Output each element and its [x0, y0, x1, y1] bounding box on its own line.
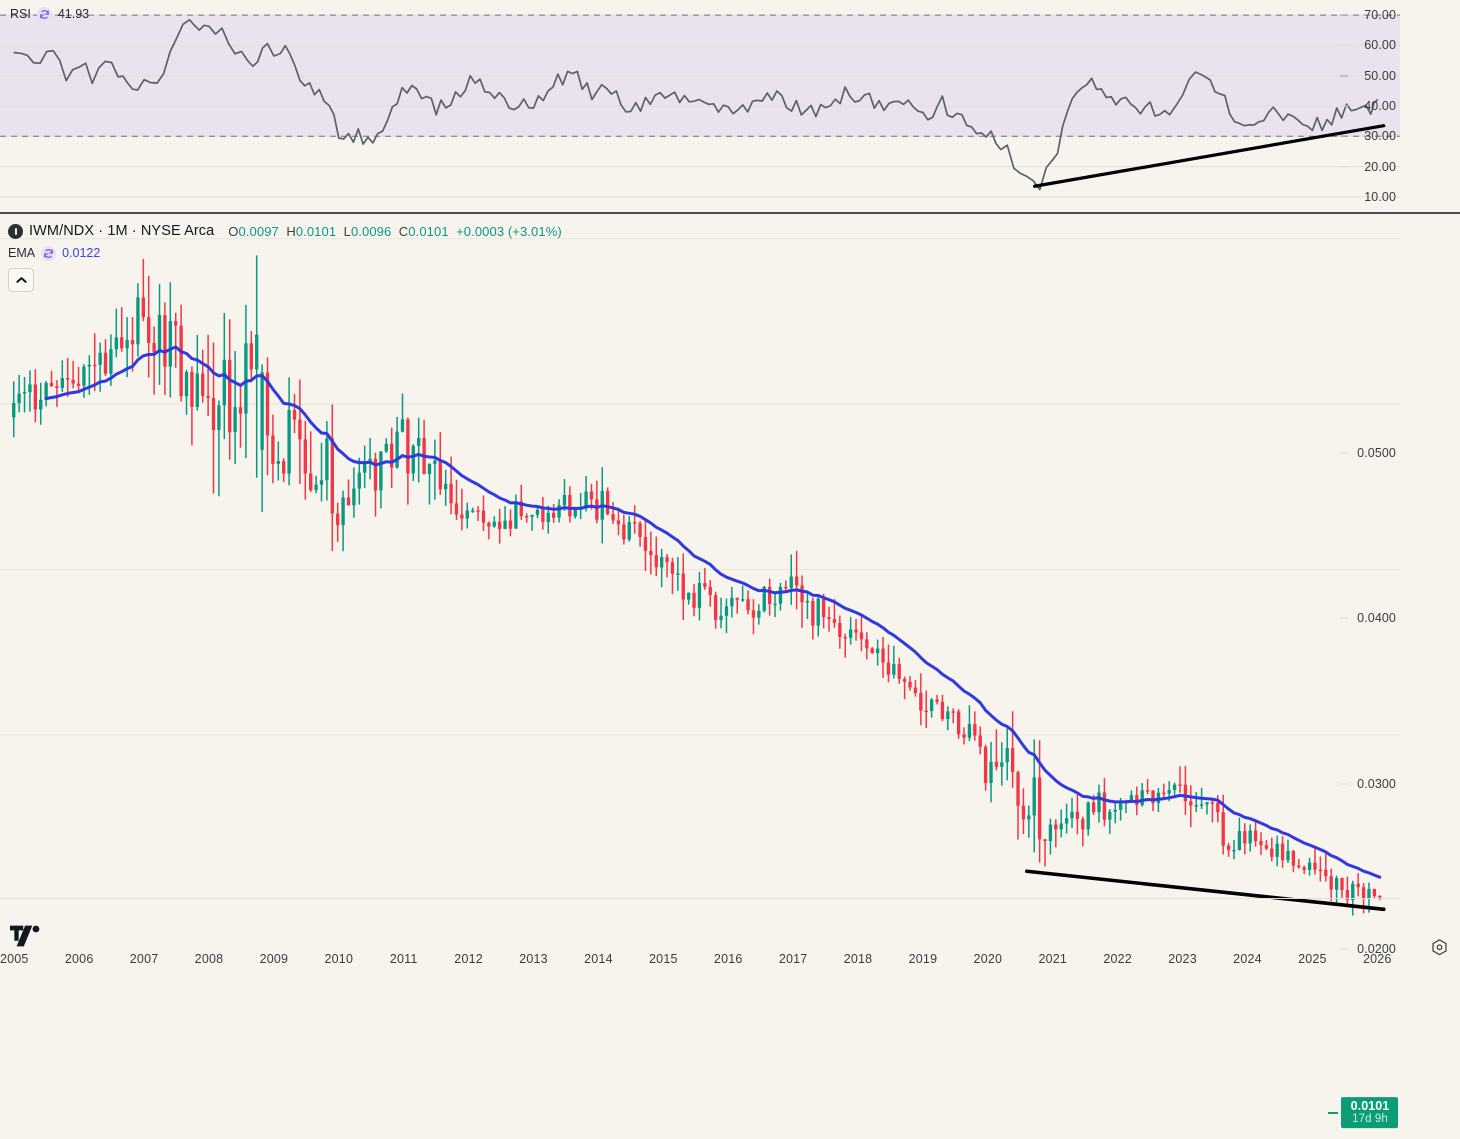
- time-axis-tick: 2007: [129, 952, 159, 966]
- time-axis-tick: 2009: [259, 952, 289, 966]
- ema-label: EMA: [8, 246, 36, 260]
- time-axis-tick: 2015: [649, 952, 678, 966]
- rsi-pane[interactable]: RSI 41.93 70.00 60.00 50.00 40.00 30.00 20.00…: [0, 0, 1400, 212]
- price-axis-tick: 0.0200: [1357, 941, 1396, 956]
- rsi-axis-dash: [1340, 135, 1348, 137]
- sync-circular-arrows-icon[interactable]: [36, 6, 52, 22]
- ohlc-low-key: L: [343, 223, 351, 239]
- crosshair-target-icon[interactable]: [1430, 938, 1450, 958]
- price-axis[interactable]: 0.0500 0.0400 0.0300 0.0200 0.0101 17d 9h: [1328, 428, 1400, 1139]
- last-price-value: 0.0101: [1350, 1098, 1390, 1113]
- rsi-axis-tick: 70.00: [1364, 8, 1396, 23]
- time-axis-tick: 2025: [1298, 952, 1327, 966]
- rsi-axis-dash: [1340, 166, 1348, 168]
- rsi-trendline[interactable]: [1032, 124, 1386, 188]
- ohlc-close-value: 0.0101: [408, 223, 449, 239]
- rsi-canvas: [0, 14, 1400, 198]
- time-axis-tick: 2024: [1233, 952, 1262, 966]
- bar-countdown: 17d 9h: [1352, 1112, 1388, 1125]
- ema-value: 0.0122: [62, 246, 101, 260]
- time-axis-tick: 2010: [324, 952, 354, 966]
- symbol-circle-icon: [8, 223, 23, 239]
- price-badge-stub: [1328, 1111, 1338, 1114]
- rsi-legend[interactable]: RSI 41.93: [10, 4, 89, 24]
- ohlc-open-value: 0.0097: [238, 223, 279, 239]
- time-axis-tick: 2013: [519, 952, 548, 966]
- rsi-legend-label: RSI: [10, 7, 31, 21]
- price-plot[interactable]: [0, 214, 1400, 925]
- ohlc-change-pct: (+3.01%): [507, 223, 562, 239]
- time-axis-tick: 2018: [843, 952, 873, 966]
- ohlc-close-key: C: [398, 223, 409, 239]
- time-axis-tick: 2005: [0, 952, 29, 966]
- tradingview-logo[interactable]: [10, 925, 44, 949]
- price-axis-tick: 0.0300: [1357, 776, 1396, 791]
- time-axis-tick: 2022: [1103, 952, 1132, 966]
- price-legend[interactable]: IWM/NDX · 1M · NYSE Arca O0.0097 H0.0101…: [8, 221, 562, 262]
- rsi-axis-dash: [1340, 196, 1348, 198]
- time-axis[interactable]: 2005 2006 2007 2008 2009 2010 2011 2012 2013 2014…: [0, 925, 1460, 982]
- ohlc-readout: O0.0097 H0.0101 L0.0096 C0.0101 +0.0003 …: [228, 224, 562, 239]
- pane-separator[interactable]: [0, 212, 1460, 214]
- time-axis-tick: 2008: [194, 952, 224, 966]
- time-axis-tick: 2006: [64, 952, 94, 966]
- time-axis-tick: 2019: [908, 952, 938, 966]
- rsi-axis-tick: 40.00: [1364, 99, 1396, 113]
- price-axis-tick: 0.0400: [1357, 611, 1396, 626]
- candlestick-series: [12, 255, 1382, 916]
- rsi-axis-tick: 30.00: [1364, 129, 1396, 144]
- rsi-axis-tick: 10.00: [1364, 189, 1396, 204]
- ohlc-high-value: 0.0101: [295, 223, 337, 239]
- ema-legend-row[interactable]: EMA 0.0122: [8, 244, 562, 262]
- price-axis-dash: [1340, 948, 1348, 950]
- price-trendline[interactable]: [1024, 869, 1386, 912]
- chevron-up-icon[interactable]: [8, 268, 34, 292]
- rsi-axis-dash: [1340, 105, 1348, 107]
- rsi-line: [13, 18, 1379, 191]
- price-axis-tick: 0.0500: [1357, 445, 1396, 460]
- time-axis-tick: 2016: [713, 952, 743, 966]
- price-pane[interactable]: 0.0500 0.0400 0.0300 0.0200 0.0101 17d 9h: [0, 214, 1400, 1129]
- rsi-axis-tick: 20.00: [1364, 159, 1396, 174]
- symbol-title[interactable]: IWM/NDX · 1M · NYSE Arca: [29, 223, 215, 239]
- ema-line: [44, 345, 1382, 879]
- ohlc-open-key: O: [228, 223, 239, 239]
- time-axis-tick: 2020: [973, 952, 1003, 966]
- time-axis-tick: 2014: [584, 952, 613, 966]
- price-axis-dash: [1340, 783, 1348, 784]
- price-gridlines: [0, 238, 1400, 736]
- rsi-plot[interactable]: [0, 0, 1400, 212]
- price-canvas: [0, 238, 1400, 916]
- time-axis-tick: 2012: [454, 952, 483, 966]
- rsi-price-axis[interactable]: 70.00 60.00 50.00 40.00 30.00 20.00 10.00: [1340, 0, 1400, 212]
- rsi-axis-dash: [1340, 75, 1348, 77]
- price-axis-dash: [1340, 452, 1348, 454]
- rsi-axis-tick: 60.00: [1364, 38, 1396, 53]
- time-axis-tick: 2023: [1168, 952, 1197, 966]
- time-axis-tick: 2017: [778, 952, 808, 966]
- ohlc-high-key: H: [286, 223, 296, 239]
- rsi-value: 41.93: [57, 7, 90, 21]
- ohlc-low-value: 0.0096: [350, 223, 392, 239]
- last-price-badge[interactable]: 0.0101 17d 9h: [1341, 1096, 1398, 1129]
- rsi-axis-dash: [1340, 14, 1348, 16]
- sync-circular-arrows-icon[interactable]: [41, 245, 57, 261]
- time-axis-tick: 2021: [1038, 952, 1068, 966]
- price-axis-dash: [1340, 617, 1348, 619]
- ohlc-change: +0.0003: [456, 223, 505, 239]
- rsi-axis-tick: 50.00: [1364, 68, 1396, 83]
- time-axis-tick: 2011: [389, 952, 418, 966]
- rsi-axis-dash: [1340, 44, 1348, 46]
- time-axis-tick: 2026: [1362, 952, 1392, 966]
